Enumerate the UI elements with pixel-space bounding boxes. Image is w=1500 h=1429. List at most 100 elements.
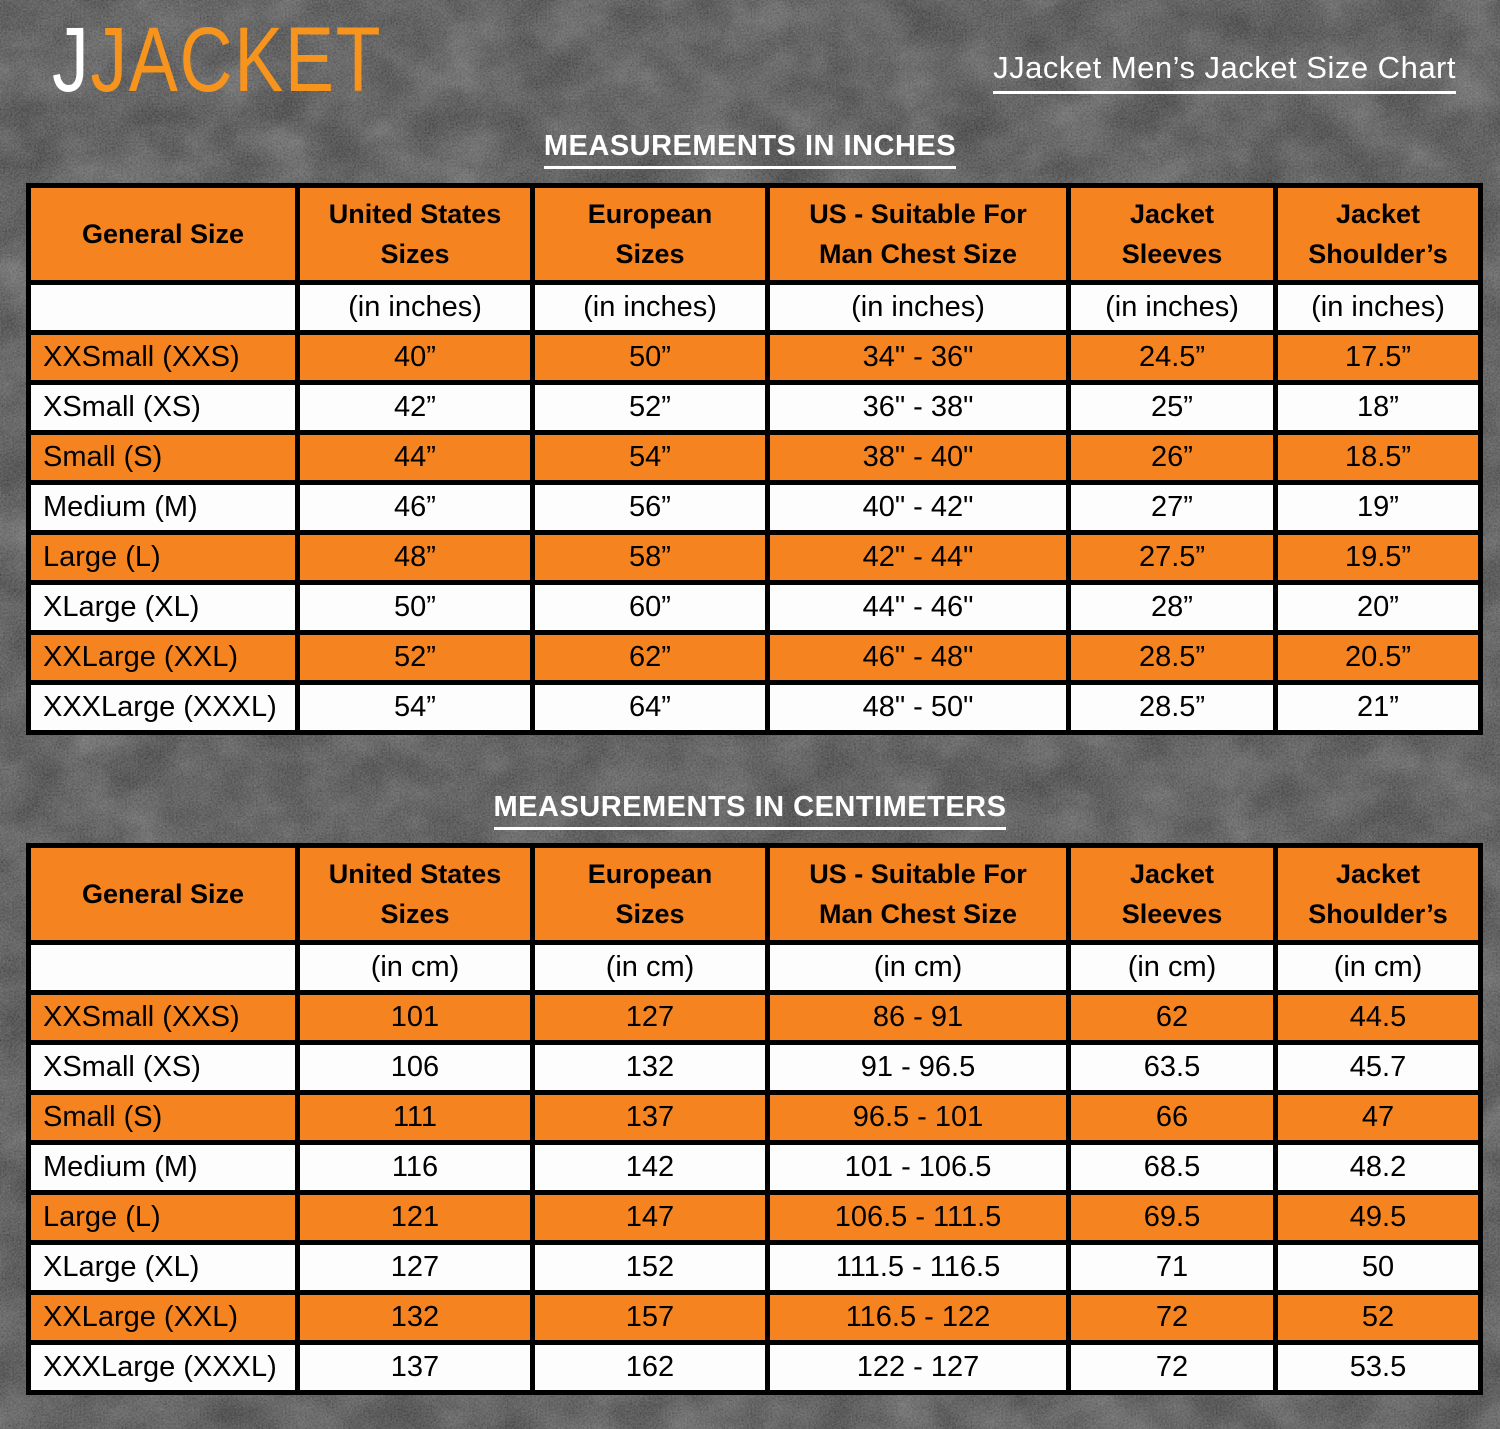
- value-cell: 28”: [1066, 580, 1278, 635]
- table-row: XXXLarge (XXXL) 137 162 122 - 127 72 53.5: [26, 1340, 1483, 1395]
- column-header: European Sizes: [530, 183, 770, 285]
- table-row: XXSmall (XXS) 101 127 86 - 91 62 44.5: [26, 990, 1483, 1045]
- column-header: Jacket Shoulder’s: [1273, 183, 1483, 285]
- value-cell: 50”: [530, 330, 770, 385]
- column-header: US - Suitable For Man Chest Size: [765, 183, 1071, 285]
- value-cell: 48”: [295, 530, 535, 585]
- value-cell: 53.5: [1273, 1340, 1483, 1395]
- unit-cell: (in inches): [765, 280, 1071, 335]
- value-cell: 52”: [295, 630, 535, 685]
- value-cell: 137: [530, 1090, 770, 1145]
- value-cell: 106.5 - 111.5: [765, 1190, 1071, 1245]
- value-cell: 21”: [1273, 680, 1483, 735]
- value-cell: 62”: [530, 630, 770, 685]
- value-cell: 127: [530, 990, 770, 1045]
- value-cell: 68.5: [1066, 1140, 1278, 1195]
- size-label-cell: XXSmall (XXS): [26, 990, 300, 1045]
- column-header: European Sizes: [530, 843, 770, 945]
- value-cell: 28.5”: [1066, 630, 1278, 685]
- value-cell: 54”: [295, 680, 535, 735]
- column-header: Jacket Shoulder’s: [1273, 843, 1483, 945]
- size-table-centimeters: General Size United States Sizes European …: [26, 843, 1483, 1395]
- value-cell: 50: [1273, 1240, 1483, 1295]
- value-cell: 27”: [1066, 480, 1278, 535]
- table-row: XXXLarge (XXXL) 54” 64” 48" - 50" 28.5” 21”: [26, 680, 1483, 735]
- size-label-cell: XXSmall (XXS): [26, 330, 300, 385]
- table-row: XXLarge (XXL) 132 157 116.5 - 122 72 52: [26, 1290, 1483, 1345]
- value-cell: 18”: [1273, 380, 1483, 435]
- unit-cell: [26, 940, 300, 995]
- unit-cell: (in inches): [1066, 280, 1278, 335]
- table-row: Large (L) 48” 58” 42" - 44" 27.5” 19.5”: [26, 530, 1483, 585]
- table-row: XLarge (XL) 50” 60” 44" - 46" 28” 20”: [26, 580, 1483, 635]
- unit-cell: (in inches): [530, 280, 770, 335]
- value-cell: 45.7: [1273, 1040, 1483, 1095]
- page-title: JJacket Men’s Jacket Size Chart: [993, 50, 1456, 94]
- value-cell: 47: [1273, 1090, 1483, 1145]
- unit-cell: (in cm): [1066, 940, 1278, 995]
- section-title-inches-text: MEASUREMENTS IN INCHES: [543, 130, 957, 169]
- value-cell: 106: [295, 1040, 535, 1095]
- table-row: XSmall (XS) 106 132 91 - 96.5 63.5 45.7: [26, 1040, 1483, 1095]
- size-table-inches: General Size United States Sizes European …: [26, 183, 1483, 735]
- size-label-cell: XSmall (XS): [26, 380, 300, 435]
- section-title-inches: MEASUREMENTS IN INCHES: [0, 130, 1500, 169]
- unit-cell: (in inches): [295, 280, 535, 335]
- size-label-cell: XXXLarge (XXXL): [26, 1340, 300, 1395]
- size-label-cell: XXLarge (XXL): [26, 1290, 300, 1345]
- size-label-cell: XLarge (XL): [26, 580, 300, 635]
- value-cell: 25”: [1066, 380, 1278, 435]
- value-cell: 132: [530, 1040, 770, 1095]
- value-cell: 42”: [295, 380, 535, 435]
- unit-cell: (in cm): [295, 940, 535, 995]
- brand-logo-prefix: J: [52, 9, 91, 111]
- value-cell: 28.5”: [1066, 680, 1278, 735]
- value-cell: 86 - 91: [765, 990, 1071, 1045]
- value-cell: 19”: [1273, 480, 1483, 535]
- size-label-cell: XLarge (XL): [26, 1240, 300, 1295]
- column-header: Jacket Sleeves: [1066, 183, 1278, 285]
- value-cell: 127: [295, 1240, 535, 1295]
- value-cell: 54”: [530, 430, 770, 485]
- value-cell: 20”: [1273, 580, 1483, 635]
- value-cell: 157: [530, 1290, 770, 1345]
- size-label-cell: Medium (M): [26, 480, 300, 535]
- section-title-centimeters: MEASUREMENTS IN CENTIMETERS: [0, 791, 1500, 830]
- size-label-cell: Large (L): [26, 530, 300, 585]
- size-label-cell: Medium (M): [26, 1140, 300, 1195]
- value-cell: 147: [530, 1190, 770, 1245]
- value-cell: 26”: [1066, 430, 1278, 485]
- unit-cell: (in inches): [1273, 280, 1483, 335]
- value-cell: 48.2: [1273, 1140, 1483, 1195]
- column-header: United States Sizes: [295, 183, 535, 285]
- header-row: General Size United States Sizes European …: [26, 183, 1483, 285]
- value-cell: 18.5”: [1273, 430, 1483, 485]
- value-cell: 101 - 106.5: [765, 1140, 1071, 1195]
- value-cell: 46”: [295, 480, 535, 535]
- value-cell: 63.5: [1066, 1040, 1278, 1095]
- table-row: XXLarge (XXL) 52” 62” 46" - 48" 28.5” 20.5”: [26, 630, 1483, 685]
- size-label-cell: Small (S): [26, 430, 300, 485]
- value-cell: 72: [1066, 1290, 1278, 1345]
- size-label-cell: XXXLarge (XXXL): [26, 680, 300, 735]
- size-label-cell: Large (L): [26, 1190, 300, 1245]
- value-cell: 17.5”: [1273, 330, 1483, 385]
- units-row: (in cm) (in cm) (in cm) (in cm) (in cm): [26, 940, 1483, 995]
- value-cell: 49.5: [1273, 1190, 1483, 1245]
- table-row: Large (L) 121 147 106.5 - 111.5 69.5 49.5: [26, 1190, 1483, 1245]
- value-cell: 52: [1273, 1290, 1483, 1345]
- value-cell: 24.5”: [1066, 330, 1278, 385]
- table-row: Small (S) 111 137 96.5 - 101 66 47: [26, 1090, 1483, 1145]
- brand-logo-name: JACKET: [90, 9, 383, 111]
- value-cell: 62: [1066, 990, 1278, 1045]
- value-cell: 101: [295, 990, 535, 1045]
- value-cell: 38" - 40": [765, 430, 1071, 485]
- value-cell: 56”: [530, 480, 770, 535]
- table-row: Medium (M) 46” 56” 40" - 42" 27” 19”: [26, 480, 1483, 535]
- value-cell: 111: [295, 1090, 535, 1145]
- value-cell: 46" - 48": [765, 630, 1071, 685]
- value-cell: 60”: [530, 580, 770, 635]
- value-cell: 69.5: [1066, 1190, 1278, 1245]
- unit-cell: [26, 280, 300, 335]
